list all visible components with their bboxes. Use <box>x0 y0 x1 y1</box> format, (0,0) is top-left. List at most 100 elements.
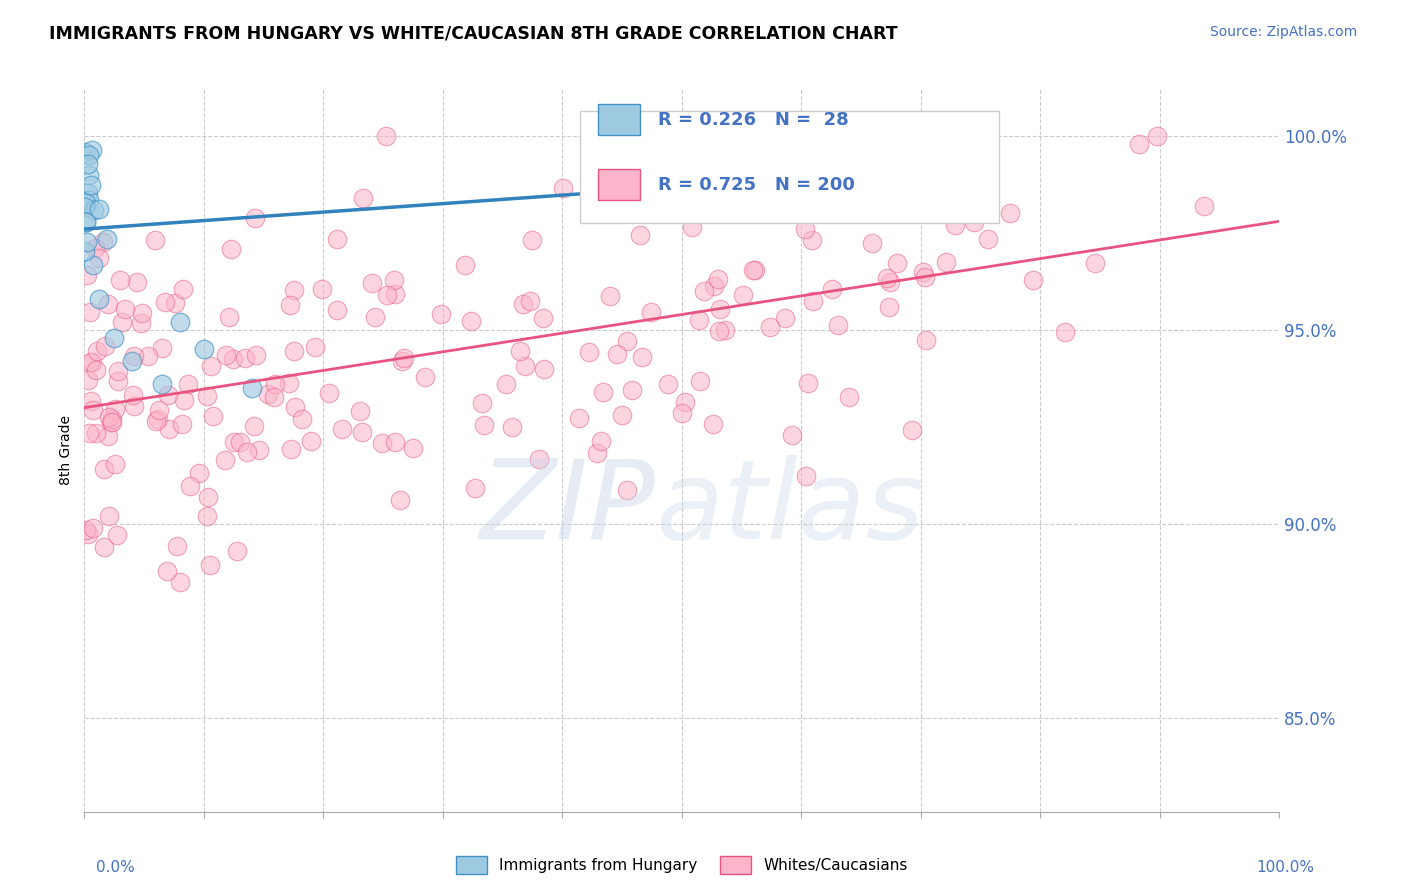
Point <box>91 235 114 249</box>
Point <box>392 351 415 366</box>
Point <box>879 180 901 194</box>
Point <box>201 409 224 423</box>
Point <box>75 214 97 228</box>
Point <box>82 403 104 417</box>
Point <box>103 331 125 345</box>
Point <box>80 143 103 157</box>
Point <box>195 389 218 403</box>
Point <box>263 376 285 391</box>
Point <box>375 288 398 302</box>
Point <box>681 219 703 234</box>
Point <box>671 187 693 202</box>
Point <box>1084 256 1107 270</box>
Point <box>87 202 110 216</box>
Point <box>801 293 824 308</box>
Point <box>391 353 413 368</box>
Point <box>222 351 245 366</box>
Bar <box>599 169 640 200</box>
Point <box>318 386 340 401</box>
Point <box>384 434 406 449</box>
Point <box>402 441 425 455</box>
Text: R = 0.725   N = 200: R = 0.725 N = 200 <box>658 177 855 194</box>
Point <box>592 385 614 400</box>
Point <box>156 564 179 578</box>
Point <box>374 128 396 143</box>
Point <box>172 282 194 296</box>
Point <box>198 558 221 572</box>
Point <box>77 168 100 182</box>
Point <box>464 481 486 495</box>
Point <box>77 426 100 441</box>
Point <box>568 411 591 425</box>
Text: Source: ZipAtlas.com: Source: ZipAtlas.com <box>1209 25 1357 39</box>
Point <box>76 268 98 283</box>
Point <box>330 422 353 436</box>
Point <box>838 390 860 404</box>
Point <box>352 425 374 439</box>
Point <box>283 344 305 359</box>
Point <box>578 345 600 359</box>
Point <box>148 403 170 417</box>
Point <box>527 452 550 467</box>
Point <box>616 334 638 348</box>
Point <box>801 233 824 247</box>
Point <box>187 466 209 480</box>
Point <box>599 289 621 303</box>
Text: IMMIGRANTS FROM HUNGARY VS WHITE/CAUCASIAN 8TH GRADE CORRELATION CHART: IMMIGRANTS FROM HUNGARY VS WHITE/CAUCASI… <box>49 25 898 43</box>
Point <box>93 461 115 475</box>
Point <box>1054 325 1077 339</box>
Text: R = 0.226   N =  28: R = 0.226 N = 28 <box>658 112 849 129</box>
Point <box>304 340 326 354</box>
Point <box>655 186 678 201</box>
Point <box>673 395 696 409</box>
Point <box>873 192 896 206</box>
Point <box>352 191 374 205</box>
Point <box>460 314 482 328</box>
Point <box>364 310 387 325</box>
Point <box>82 258 104 272</box>
Point <box>693 284 716 298</box>
Point <box>77 373 100 387</box>
Point <box>75 215 97 229</box>
Point <box>429 307 451 321</box>
Point <box>515 359 537 373</box>
Point <box>73 200 96 214</box>
Point <box>1146 128 1168 143</box>
Point <box>122 399 145 413</box>
Point <box>607 193 630 207</box>
Point <box>96 232 118 246</box>
Point <box>79 305 101 319</box>
Point <box>586 446 609 460</box>
Point <box>280 442 302 457</box>
Point <box>914 333 936 347</box>
Point <box>533 361 555 376</box>
Point <box>131 306 153 320</box>
Point <box>177 376 200 391</box>
Point <box>108 272 131 286</box>
Point <box>84 363 107 377</box>
Point <box>912 265 935 279</box>
Point <box>218 310 240 325</box>
Point <box>326 302 349 317</box>
Point <box>77 193 100 207</box>
Point <box>943 218 966 232</box>
Point <box>172 417 194 431</box>
Point <box>76 527 98 541</box>
Point <box>773 310 796 325</box>
Point <box>243 211 266 226</box>
Point <box>284 400 307 414</box>
FancyBboxPatch shape <box>581 111 998 223</box>
Point <box>621 383 644 397</box>
Point <box>794 469 817 483</box>
Point <box>226 544 249 558</box>
Point <box>136 349 159 363</box>
Point <box>311 282 333 296</box>
Point <box>143 233 166 247</box>
Legend: Immigrants from Hungary, Whites/Caucasians: Immigrants from Hungary, Whites/Caucasia… <box>450 850 914 880</box>
Point <box>413 370 436 384</box>
Point <box>797 376 820 391</box>
Point <box>101 415 124 429</box>
Point <box>509 343 531 358</box>
Point <box>129 316 152 330</box>
Point <box>224 435 246 450</box>
